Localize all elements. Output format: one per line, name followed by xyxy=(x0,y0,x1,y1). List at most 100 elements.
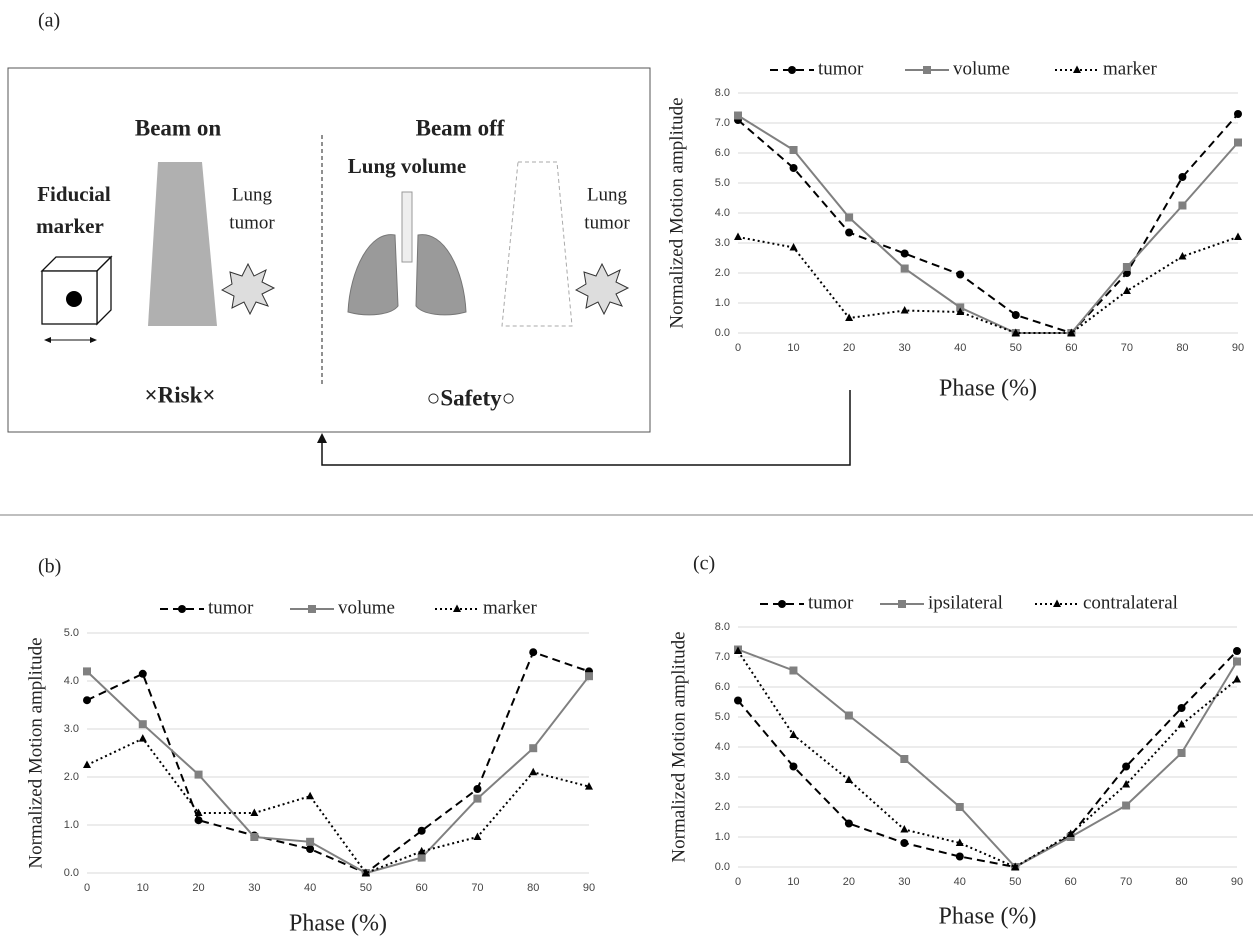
y-tick-label: 6.0 xyxy=(715,681,730,693)
point xyxy=(1122,801,1131,810)
label: tumor xyxy=(229,212,275,233)
point xyxy=(844,819,853,828)
series-line xyxy=(737,648,1238,869)
panel-label: (c) xyxy=(693,553,715,575)
point xyxy=(83,667,91,676)
series-line xyxy=(737,650,1238,869)
x-tick-label: 30 xyxy=(248,882,260,894)
trachea xyxy=(401,191,413,263)
point xyxy=(1122,263,1131,271)
y-tick-label: 4.0 xyxy=(64,675,79,687)
legend-marker xyxy=(778,600,786,608)
x-tick-label: 70 xyxy=(1120,876,1132,888)
point xyxy=(1234,232,1242,240)
point xyxy=(1178,201,1187,210)
lung xyxy=(415,234,467,316)
point xyxy=(900,839,909,847)
point xyxy=(845,213,854,222)
x-tick-label: 70 xyxy=(1121,342,1133,354)
series-line xyxy=(86,650,590,875)
series-line xyxy=(737,236,1239,334)
x-tick-label: 40 xyxy=(304,882,316,894)
point xyxy=(789,243,798,251)
y-tick-label: 2.0 xyxy=(715,267,730,279)
connector xyxy=(321,390,851,466)
y-tick-label: 5.0 xyxy=(64,627,79,639)
point xyxy=(473,785,482,793)
x-axis-label: Phase (%) xyxy=(289,911,387,937)
legend-label: volume xyxy=(338,597,395,618)
heading: Beam off xyxy=(416,115,505,140)
point xyxy=(306,845,315,853)
y-tick-label: 7.0 xyxy=(715,117,730,129)
series-line xyxy=(737,650,1238,869)
point xyxy=(789,146,798,154)
y-tick-label: 2.0 xyxy=(64,771,79,783)
x-tick-label: 90 xyxy=(583,882,595,894)
point xyxy=(194,816,203,825)
point xyxy=(306,791,315,800)
point xyxy=(1177,749,1186,757)
y-tick-label: 0.0 xyxy=(64,867,79,879)
point xyxy=(1234,110,1242,118)
x-tick-label: 10 xyxy=(137,882,149,894)
point xyxy=(1177,704,1186,712)
x-tick-label: 60 xyxy=(1065,876,1077,888)
point xyxy=(844,711,853,720)
point xyxy=(900,264,909,273)
legend-marker xyxy=(1073,65,1081,73)
x-tick-label: 90 xyxy=(1231,876,1243,888)
diagram: Beam on Beam off Fiducial marker Lung tu… xyxy=(7,67,851,466)
y-tick-label: 5.0 xyxy=(715,711,730,723)
point xyxy=(585,672,593,681)
point xyxy=(1122,286,1131,294)
x-tick-label: 90 xyxy=(1232,342,1244,354)
point xyxy=(306,837,315,846)
point xyxy=(529,767,538,776)
point xyxy=(1234,138,1242,147)
point xyxy=(417,853,426,862)
point xyxy=(1011,862,1020,870)
x-tick-label: 40 xyxy=(954,876,966,888)
diagram-box xyxy=(7,67,651,433)
point xyxy=(900,825,909,833)
label: Lung xyxy=(587,184,628,205)
point xyxy=(529,744,538,753)
point xyxy=(955,852,964,861)
point xyxy=(1233,657,1241,666)
panel-label: (b) xyxy=(38,556,61,578)
legend-label: marker xyxy=(483,597,537,618)
panel-label: (a) xyxy=(38,10,60,32)
point xyxy=(1177,720,1186,728)
series-line xyxy=(86,737,590,875)
point xyxy=(1067,328,1076,336)
point xyxy=(529,648,538,657)
point xyxy=(473,832,482,840)
x-tick-label: 0 xyxy=(735,342,741,354)
point xyxy=(956,307,965,315)
point xyxy=(1066,829,1075,837)
point xyxy=(845,313,854,321)
point xyxy=(955,803,964,811)
point xyxy=(789,164,798,172)
x-axis-label: Phase (%) xyxy=(939,904,1037,930)
legend-marker xyxy=(898,600,906,608)
x-tick-label: 20 xyxy=(843,876,855,888)
label: Lung volume xyxy=(348,154,466,178)
point xyxy=(734,696,742,705)
x-tick-label: 0 xyxy=(735,876,741,888)
legend-label: tumor xyxy=(818,58,864,79)
x-tick-label: 40 xyxy=(954,342,966,354)
x-tick-label: 50 xyxy=(1009,876,1021,888)
point xyxy=(900,755,909,763)
label: marker xyxy=(36,214,104,238)
x-tick-label: 30 xyxy=(898,876,910,888)
point xyxy=(1011,311,1020,319)
point xyxy=(138,734,147,742)
point xyxy=(83,760,91,768)
point xyxy=(844,775,853,783)
y-tick-label: 7.0 xyxy=(715,651,730,663)
x-tick-label: 80 xyxy=(527,882,539,894)
legend-label: volume xyxy=(953,58,1010,79)
